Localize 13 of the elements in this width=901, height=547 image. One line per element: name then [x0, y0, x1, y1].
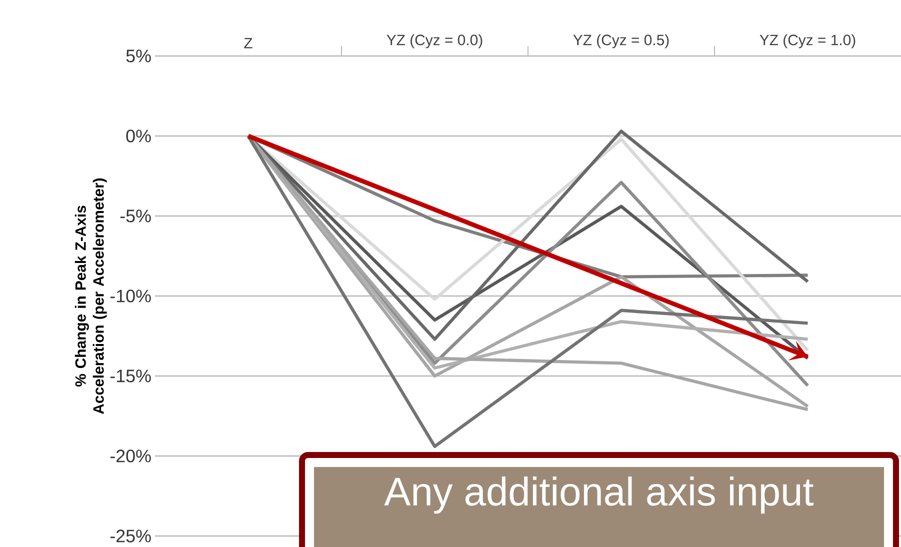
y-axis-title: % Change in Peak Z-Axis Acceleration (per Accelerometer) [74, 178, 107, 414]
x-tick-label: YZ (Cyz = 0.5) [573, 34, 669, 48]
y-tick-label: -25% [110, 530, 151, 542]
y-tick-label: 0% [126, 130, 151, 142]
x-tick-label: YZ (Cyz = 0.0) [386, 34, 482, 48]
x-tick-label: Z [244, 38, 252, 48]
annotation: Any additional axis input [384, 476, 814, 514]
x-tick-label: YZ (Cyz = 1.0) [760, 34, 856, 48]
y-tick-label: -15% [110, 370, 151, 382]
y-tick-label: -20% [110, 450, 151, 462]
y-tick-label: 5% [126, 50, 151, 62]
y-tick-label: -10% [110, 290, 151, 302]
y-tick-label: -5% [120, 210, 151, 222]
